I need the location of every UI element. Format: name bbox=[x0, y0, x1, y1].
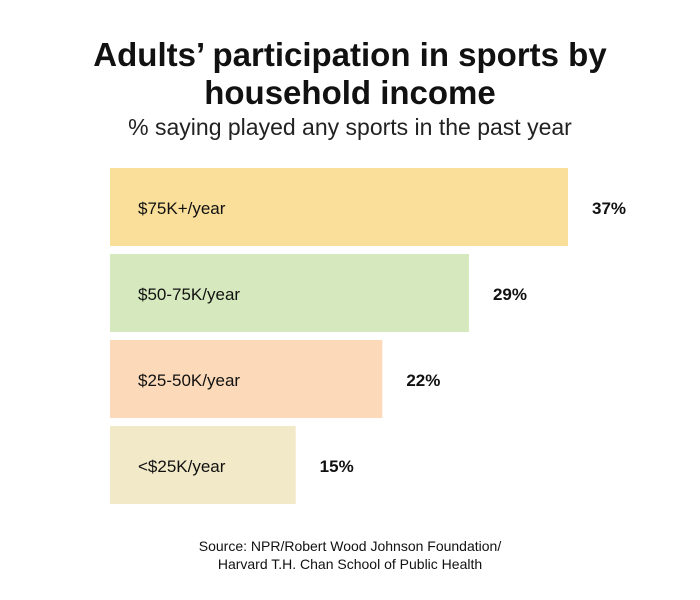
source-line1: Source: NPR/Robert Wood Johnson Foundati… bbox=[198, 538, 502, 554]
chart-subtitle: % saying played any sports in the past y… bbox=[128, 114, 572, 140]
chart-title-line1: Adults’ participation in sports by bbox=[93, 36, 607, 73]
bar-3 bbox=[110, 426, 296, 504]
chart-title-line2: household income bbox=[204, 74, 496, 111]
value-label-1: 29% bbox=[493, 285, 527, 304]
category-label-2: $25-50K/year bbox=[138, 371, 240, 390]
category-label-0: $75K+/year bbox=[138, 199, 226, 218]
value-label-3: 15% bbox=[320, 457, 354, 476]
bar-1 bbox=[110, 254, 469, 332]
source-note: Source: NPR/Robert Wood Johnson Foundati… bbox=[0, 537, 700, 573]
chart-title: Adults’ participation in sports by house… bbox=[0, 36, 700, 112]
value-label-0: 37% bbox=[592, 199, 626, 218]
category-label-1: $50-75K/year bbox=[138, 285, 240, 304]
value-label-2: 22% bbox=[406, 371, 440, 390]
source-line2: Harvard T.H. Chan School of Public Healt… bbox=[217, 556, 483, 572]
bar-0 bbox=[110, 168, 568, 246]
bar-2 bbox=[110, 340, 383, 418]
category-label-3: <$25K/year bbox=[138, 457, 226, 476]
